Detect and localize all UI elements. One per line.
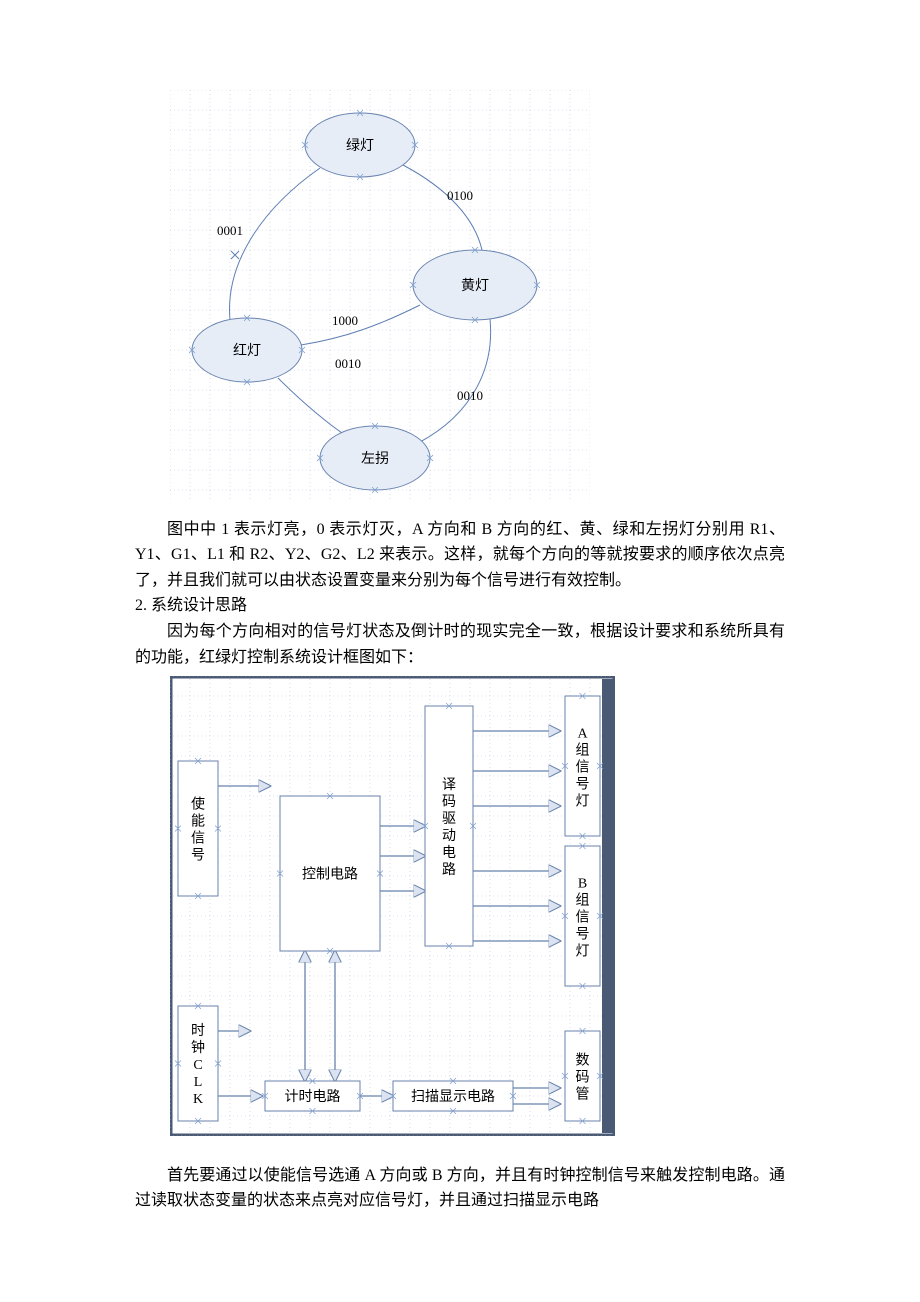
svg-text:B: B	[578, 877, 587, 892]
svg-text:动: 动	[442, 828, 456, 844]
state-diagram-wrap: 0001 0100 1000 0010 0010 绿灯黄灯红灯左拐	[0, 90, 920, 509]
svg-text:时: 时	[191, 1023, 205, 1039]
svg-text:0100: 0100	[447, 188, 473, 203]
svg-text:钟: 钟	[191, 1039, 205, 1056]
svg-text:驱: 驱	[442, 811, 456, 827]
svg-text:信: 信	[191, 831, 205, 847]
paragraph-2: 因为每个方向相对的信号灯状态及倒计时的现实完全一致，根据设计要求和系统所具有的功…	[135, 619, 785, 670]
svg-text:管: 管	[576, 1087, 590, 1103]
svg-text:号: 号	[576, 778, 590, 793]
svg-text:0001: 0001	[217, 223, 243, 238]
svg-text:控制电路: 控制电路	[302, 867, 358, 883]
paragraph-3-text: 首先要通过以使能信号选通 A 方向或 B 方向，并且有时钟控制信号来触发控制电路…	[135, 1163, 785, 1214]
svg-text:码: 码	[442, 794, 456, 810]
svg-text:信: 信	[576, 910, 590, 926]
svg-text:码: 码	[576, 1070, 590, 1086]
svg-text:左拐: 左拐	[361, 451, 389, 467]
svg-text:数: 数	[576, 1053, 590, 1069]
svg-text:L: L	[194, 1075, 203, 1090]
svg-text:计时电路: 计时电路	[285, 1089, 341, 1105]
svg-text:电: 电	[442, 845, 456, 861]
svg-text:灯: 灯	[576, 944, 590, 960]
svg-text:C: C	[193, 1058, 202, 1073]
svg-text:译: 译	[442, 777, 456, 793]
state-diagram: 0001 0100 1000 0010 0010 绿灯黄灯红灯左拐	[170, 90, 590, 509]
svg-text:A: A	[577, 727, 588, 742]
svg-text:使: 使	[191, 796, 205, 813]
svg-text:组: 组	[576, 743, 590, 759]
svg-text:号: 号	[191, 849, 205, 864]
svg-text:1000: 1000	[332, 313, 358, 328]
paragraph-2-text: 因为每个方向相对的信号灯状态及倒计时的现实完全一致，根据设计要求和系统所具有的功…	[135, 619, 785, 670]
svg-text:K: K	[193, 1092, 203, 1107]
svg-text:0010: 0010	[457, 388, 483, 403]
paragraph-3: 首先要通过以使能信号选通 A 方向或 B 方向，并且有时钟控制信号来触发控制电路…	[135, 1163, 785, 1214]
page: 0001 0100 1000 0010 0010 绿灯黄灯红灯左拐 图中中 1 表示灯亮，…	[0, 0, 920, 1254]
svg-text:组: 组	[576, 893, 590, 909]
svg-text:绿灯: 绿灯	[346, 138, 374, 154]
svg-text:红灯: 红灯	[233, 343, 261, 359]
heading-2: 2. 系统设计思路	[135, 593, 785, 619]
svg-text:0010: 0010	[335, 356, 361, 371]
block-diagram: 使能信号控制电路译码驱动电路A组信号灯B组信号灯时钟CLK计时电路扫描显示电路数…	[170, 676, 615, 1145]
svg-text:路: 路	[442, 862, 456, 878]
paragraph-1: 图中中 1 表示灯亮，0 表示灯灭，A 方向和 B 方向的红、黄、绿和左拐灯分别…	[135, 517, 785, 594]
svg-text:信: 信	[576, 760, 590, 776]
svg-text:灯: 灯	[576, 794, 590, 810]
svg-text:能: 能	[191, 814, 205, 830]
svg-text:扫描显示电路: 扫描显示电路	[411, 1089, 495, 1105]
svg-text:黄灯: 黄灯	[461, 277, 489, 294]
svg-text:号: 号	[576, 928, 590, 943]
paragraph-1-text: 图中中 1 表示灯亮，0 表示灯灭，A 方向和 B 方向的红、黄、绿和左拐灯分别…	[135, 517, 785, 594]
